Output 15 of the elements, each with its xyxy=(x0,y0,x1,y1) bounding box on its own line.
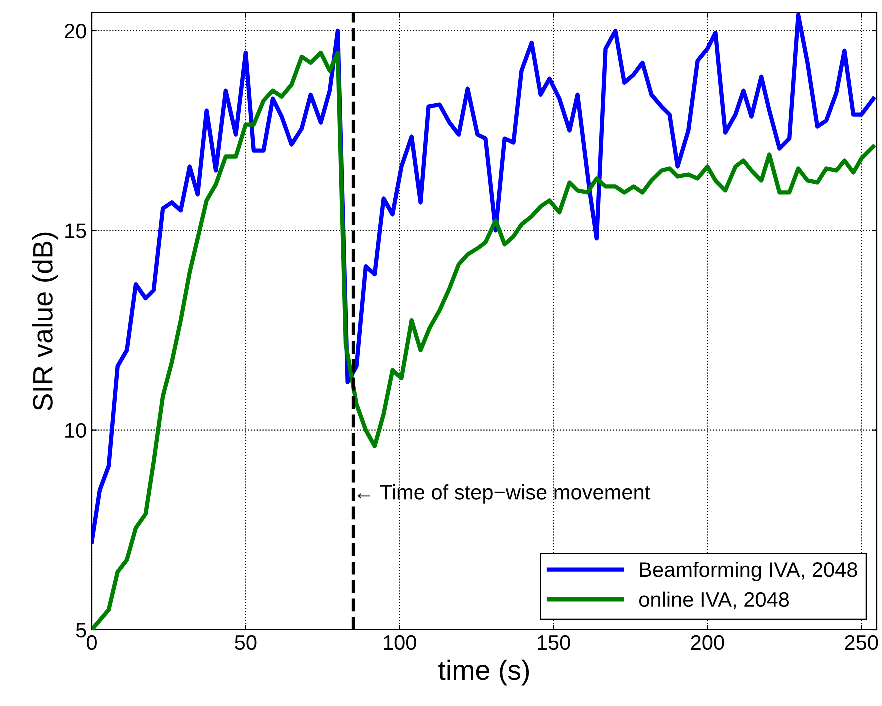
x-axis-title: time (s) xyxy=(438,660,530,686)
legend-label: online IVA, 2048 xyxy=(639,592,790,610)
y-tick-label: 20 xyxy=(65,24,86,39)
y-tick-label: 5 xyxy=(76,623,86,638)
x-tick-label: 250 xyxy=(845,635,878,650)
y-tick-label: 15 xyxy=(66,224,86,238)
x-tick-label: 50 xyxy=(235,635,257,650)
x-tick-label: 0 xyxy=(87,635,97,650)
x-tick-label: 200 xyxy=(691,635,724,650)
x-tick-label: 100 xyxy=(384,635,416,650)
x-tick-label: 150 xyxy=(538,635,570,650)
y-axis-title: SIR value (dB) xyxy=(32,232,58,411)
y-tick-label: 10 xyxy=(66,423,86,438)
annotation: ← Time of step−wise movement xyxy=(358,484,651,504)
legend-label: Beamforming IVA, 2048 xyxy=(640,562,858,582)
